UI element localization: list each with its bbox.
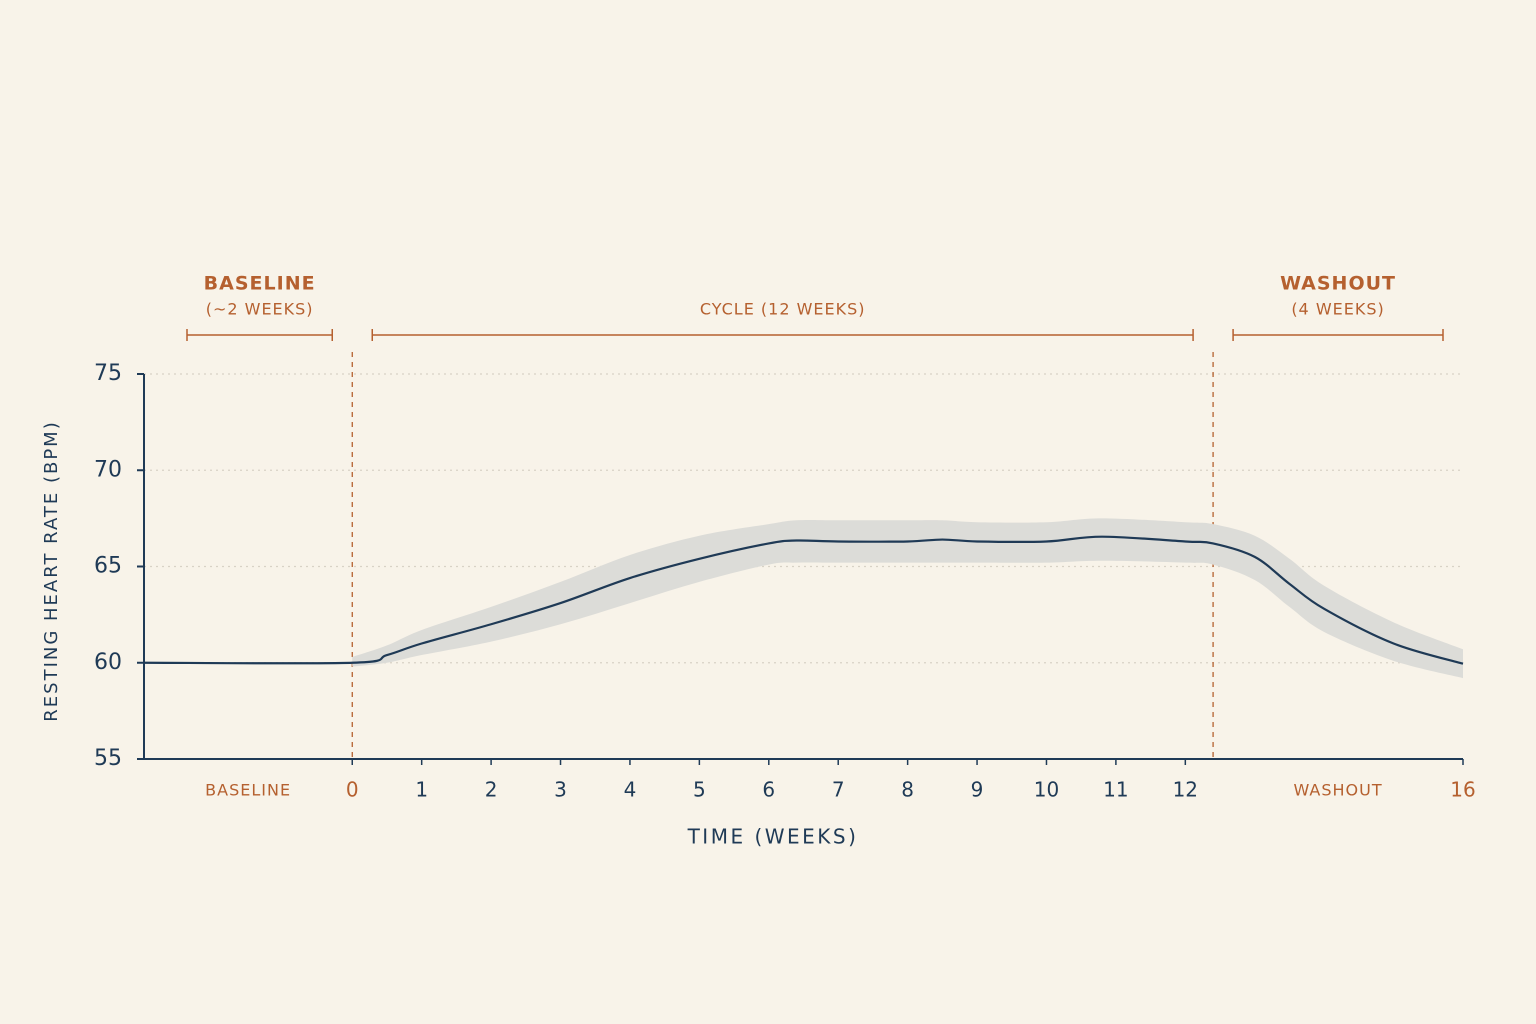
x-tick-label: 11: [1103, 778, 1128, 802]
x-tick-label: 10: [1034, 778, 1059, 802]
x-tick-label: 6: [762, 778, 775, 802]
line: [143, 535, 1464, 665]
y-tick-label: 70: [94, 457, 122, 482]
x-tick-label: 12: [1173, 778, 1198, 802]
x-tick-label: 3: [554, 778, 567, 802]
x-tick-label: 9: [971, 778, 984, 802]
x-tick-label: 4: [624, 778, 637, 802]
phase-label: WASHOUT: [1280, 273, 1396, 295]
phase-note: (~2 WEEKS): [206, 300, 314, 319]
x-axis-label: TIME (WEEKS): [687, 825, 859, 849]
x-tick-label: 1: [415, 778, 428, 802]
y-axis-label: RESTING HEART RATE (BPM): [41, 420, 62, 721]
phase-note: (4 WEEKS): [1291, 300, 1384, 319]
x-tick-label: WASHOUT: [1293, 781, 1382, 800]
confidence-band: [352, 518, 1463, 679]
x-tick-label: 8: [901, 778, 914, 802]
y-tick-label: 65: [94, 554, 122, 579]
x-tick-label: 0: [346, 778, 359, 802]
x-tick-label: 2: [485, 778, 498, 802]
x-tick-label: 5: [693, 778, 706, 802]
y-tick-label: 60: [94, 650, 122, 675]
y-tick-label: 75: [94, 361, 122, 386]
x-tick-label: 7: [832, 778, 845, 802]
x-tick-label: 16: [1450, 778, 1475, 802]
phase-label: BASELINE: [204, 273, 316, 295]
x-tick-label: BASELINE: [205, 781, 291, 800]
phase-note: CYCLE (12 WEEKS): [700, 300, 866, 319]
y-tick-label: 55: [94, 746, 122, 771]
